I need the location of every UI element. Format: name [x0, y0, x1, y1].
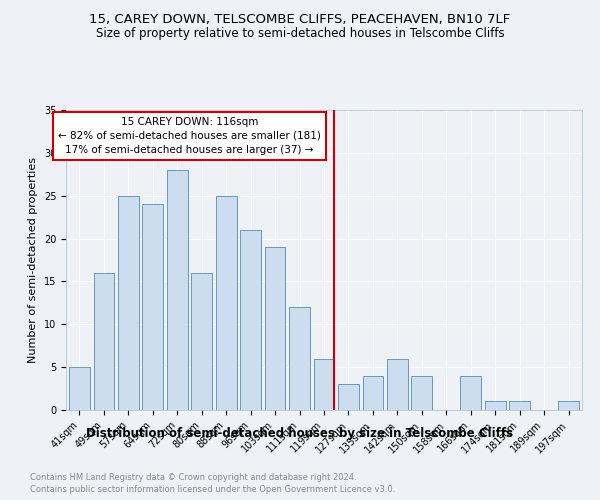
Bar	[558, 402, 579, 410]
Text: Contains HM Land Registry data © Crown copyright and database right 2024.: Contains HM Land Registry data © Crown c…	[30, 472, 356, 482]
Text: 15 CAREY DOWN: 116sqm
← 82% of semi-detached houses are smaller (181)
17% of sem: 15 CAREY DOWN: 116sqm ← 82% of semi-deta…	[58, 117, 321, 155]
Text: Contains public sector information licensed under the Open Government Licence v3: Contains public sector information licen…	[30, 485, 395, 494]
Bar	[387, 358, 408, 410]
Text: Distribution of semi-detached houses by size in Telscombe Cliffs: Distribution of semi-detached houses by …	[86, 428, 514, 440]
Bar	[69, 367, 90, 410]
Bar	[314, 358, 334, 410]
Bar	[118, 196, 139, 410]
Bar	[460, 376, 481, 410]
Bar	[289, 307, 310, 410]
Text: Size of property relative to semi-detached houses in Telscombe Cliffs: Size of property relative to semi-detach…	[95, 28, 505, 40]
Bar	[412, 376, 432, 410]
Bar	[265, 247, 286, 410]
Bar	[338, 384, 359, 410]
Text: 15, CAREY DOWN, TELSCOMBE CLIFFS, PEACEHAVEN, BN10 7LF: 15, CAREY DOWN, TELSCOMBE CLIFFS, PEACEH…	[89, 12, 511, 26]
Bar	[240, 230, 261, 410]
Bar	[142, 204, 163, 410]
Bar	[94, 273, 114, 410]
Bar	[167, 170, 188, 410]
Bar	[362, 376, 383, 410]
Bar	[191, 273, 212, 410]
Bar	[216, 196, 236, 410]
Bar	[485, 402, 506, 410]
Y-axis label: Number of semi-detached properties: Number of semi-detached properties	[28, 157, 38, 363]
Bar	[509, 402, 530, 410]
